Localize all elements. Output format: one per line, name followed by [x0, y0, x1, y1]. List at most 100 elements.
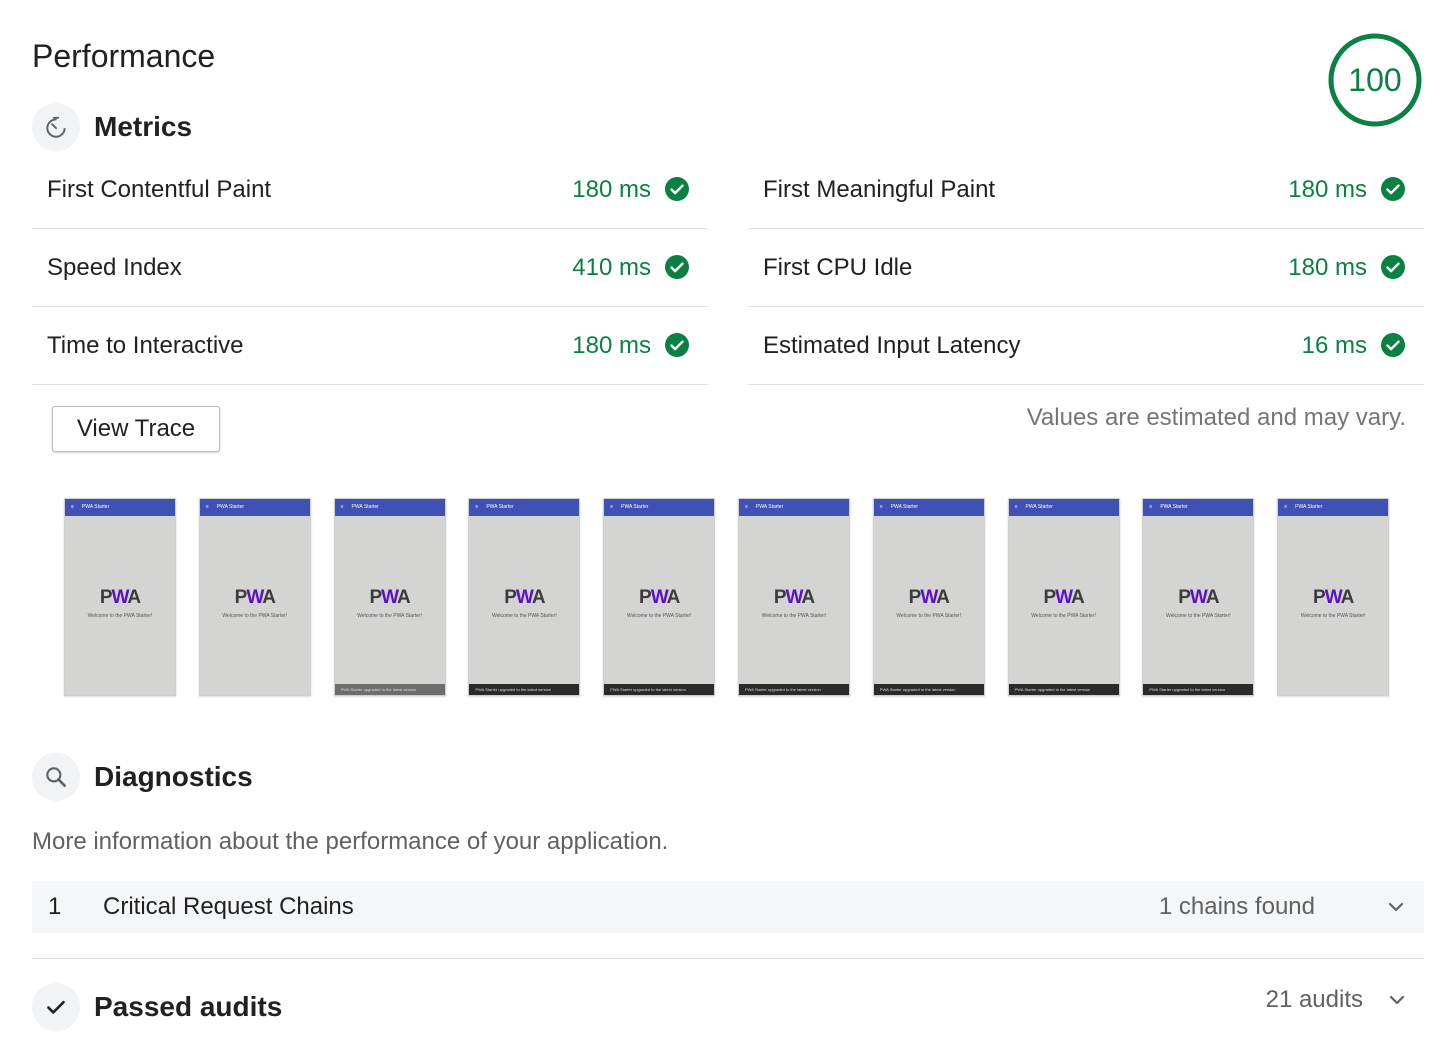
page-title: Performance [32, 38, 216, 74]
frame-welcome-text: Welcome to the PWA Starter! [1166, 613, 1231, 619]
metric-name: First Contentful Paint [47, 175, 272, 203]
score-gauge: 100 [1328, 33, 1422, 127]
pwa-logo: PWA [234, 587, 276, 608]
frame-toast: PWA Starter upgraded to the latest versi… [739, 684, 849, 695]
metric-name: First Meaningful Paint [763, 175, 996, 203]
frame-welcome-text: Welcome to the PWA Starter! [896, 613, 962, 619]
filmstrip-frame: ≡ PWA Starter PWA Welcome to the PWA Starte… [64, 498, 176, 696]
frame-app-title: PWA Starter [1160, 504, 1188, 510]
pass-check-icon [1381, 255, 1405, 279]
metrics-title: Metrics [94, 111, 193, 142]
frame-welcome-text: Welcome to the PWA Starter! [492, 613, 557, 619]
frame-app-bar: ≡ PWA Starter [1143, 499, 1254, 516]
metrics-column-right: First Meaningful Paint 180 ms First CPU … [748, 151, 1424, 385]
pwa-logo: PWA [504, 587, 545, 608]
chevron-down-icon[interactable] [1384, 895, 1408, 919]
frame-welcome-text: Welcome to the PWA Starter! [761, 613, 827, 619]
metric-value: 16 ms [1301, 331, 1367, 359]
diagnostic-item-title: Critical Request Chains [103, 893, 354, 920]
pwa-logo: PWA [639, 587, 680, 608]
disclaimer-text: Values are estimated and may vary. [1026, 404, 1406, 431]
frame-app-bar: ≡ PWA Starter [1008, 499, 1119, 516]
view-trace-button[interactable]: View Trace [52, 406, 220, 452]
metric-value: 410 ms [572, 253, 651, 281]
metrics-header: Metrics [32, 103, 192, 151]
frame-app-title: PWA Starter [1025, 504, 1053, 510]
frame-welcome-text: Welcome to the PWA Starter! [357, 613, 422, 619]
metric-row: Speed Index 410 ms [32, 229, 708, 307]
filmstrip-frame: ≡ PWA Starter PWA Welcome to the PWA Starte… [1277, 498, 1390, 696]
metric-name: Estimated Input Latency [763, 331, 1021, 359]
menu-icon: ≡ [340, 504, 344, 510]
metric-row: Time to Interactive 180 ms [32, 307, 708, 385]
menu-icon: ≡ [71, 504, 74, 510]
frame-app-bar: ≡ PWA Starter [604, 499, 715, 516]
passed-audits-count: 21 audits [1265, 986, 1363, 1013]
metric-value: 180 ms [572, 331, 651, 359]
frame-welcome-text: Welcome to the PWA Starter! [1300, 613, 1366, 619]
section-divider [32, 958, 1424, 959]
filmstrip-frame: ≡ PWA Starter PWA Welcome to the PWA Starte… [198, 498, 311, 696]
pwa-logo: PWA [99, 587, 141, 608]
stopwatch-icon [32, 103, 80, 151]
filmstrip-frame: ≡ PWA Starter PWA Welcome to the PWA Starte… [603, 498, 716, 696]
passed-audits-header[interactable]: Passed audits [32, 983, 282, 1031]
pass-check-icon [1381, 333, 1405, 357]
score-ring [1328, 33, 1422, 127]
menu-icon: ≡ [1284, 504, 1288, 510]
filmstrip-frame: ≡ PWA Starter PWA Welcome to the PWA Starte… [468, 498, 581, 696]
frame-app-bar: ≡ PWA Starter [1278, 499, 1389, 516]
score-value: 100 [1348, 61, 1402, 98]
frame-app-title: PWA Starter [216, 504, 245, 510]
frame-app-title: PWA Starter [486, 504, 514, 510]
metric-value: 180 ms [572, 175, 651, 203]
pass-check-icon [665, 255, 689, 279]
frame-toast: PWA Starter upgraded to the latest versi… [873, 684, 984, 695]
filmstrip-frame: ≡ PWA Starter PWA Welcome to the PWA Starte… [1007, 498, 1120, 696]
pwa-logo: PWA [1043, 587, 1084, 608]
metric-row: First Contentful Paint 180 ms [32, 151, 708, 229]
menu-icon: ≡ [745, 504, 748, 510]
frame-toast: PWA Starter upgraded to the latest versi… [1143, 684, 1254, 695]
frame-toast: PWA Starter upgraded to the latest versi… [469, 684, 580, 695]
frame-app-bar: ≡ PWA Starter [65, 499, 175, 516]
pwa-logo: PWA [908, 587, 950, 608]
frame-app-title: PWA Starter [621, 504, 649, 510]
frame-app-title: PWA Starter [81, 504, 110, 510]
frame-app-title: PWA Starter [755, 504, 784, 510]
search-icon [32, 753, 80, 801]
frame-app-title: PWA Starter [1295, 504, 1323, 510]
frame-welcome-text: Welcome to the PWA Starter! [222, 613, 288, 619]
diagnostic-item-number: 1 [48, 893, 62, 920]
frame-toast: PWA Starter upgraded to the latest versi… [604, 684, 715, 695]
menu-icon: ≡ [205, 504, 209, 510]
filmstrip-frame: ≡ PWA Starter PWA Welcome to the PWA Starte… [872, 498, 985, 696]
frame-app-title: PWA Starter [351, 504, 379, 510]
diagnostic-item-value: 1 chains found [1158, 893, 1315, 920]
pwa-logo: PWA [1313, 587, 1354, 608]
diagnostics-header: Diagnostics [32, 753, 253, 801]
metric-value: 180 ms [1288, 175, 1367, 203]
frame-app-bar: ≡ PWA Starter [739, 499, 849, 516]
filmstrip: ≡ PWA Starter PWA Welcome to the PWA Starte… [64, 498, 1394, 698]
frame-toast: PWA Starter upgraded to the latest versi… [334, 684, 445, 695]
frame-app-bar: ≡ PWA Starter [873, 499, 984, 516]
diagnostic-item-critical-request-chains[interactable]: 1 Critical Request Chains 1 chains found [32, 881, 1424, 933]
frame-toast: PWA Starter upgraded to the latest versi… [1008, 684, 1119, 695]
menu-icon: ≡ [1014, 504, 1018, 510]
frame-welcome-text: Welcome to the PWA Starter! [1031, 613, 1096, 619]
metric-row: Estimated Input Latency 16 ms [748, 307, 1424, 385]
filmstrip-frame: ≡ PWA Starter PWA Welcome to the PWA Starte… [1142, 498, 1255, 696]
pwa-logo: PWA [1178, 587, 1219, 608]
metric-name: First CPU Idle [763, 253, 913, 281]
chevron-down-icon[interactable] [1385, 988, 1409, 1012]
passed-audits-title: Passed audits [94, 991, 283, 1022]
frame-app-title: PWA Starter [890, 504, 919, 510]
frame-app-bar: ≡ PWA Starter [199, 499, 310, 516]
metrics-column-left: First Contentful Paint 180 ms Speed Inde… [32, 151, 708, 385]
checkmark-icon [32, 983, 80, 1031]
diagnostics-title: Diagnostics [94, 761, 253, 792]
pass-check-icon [1381, 177, 1405, 201]
menu-icon: ≡ [475, 504, 479, 510]
menu-icon: ≡ [1149, 504, 1153, 510]
